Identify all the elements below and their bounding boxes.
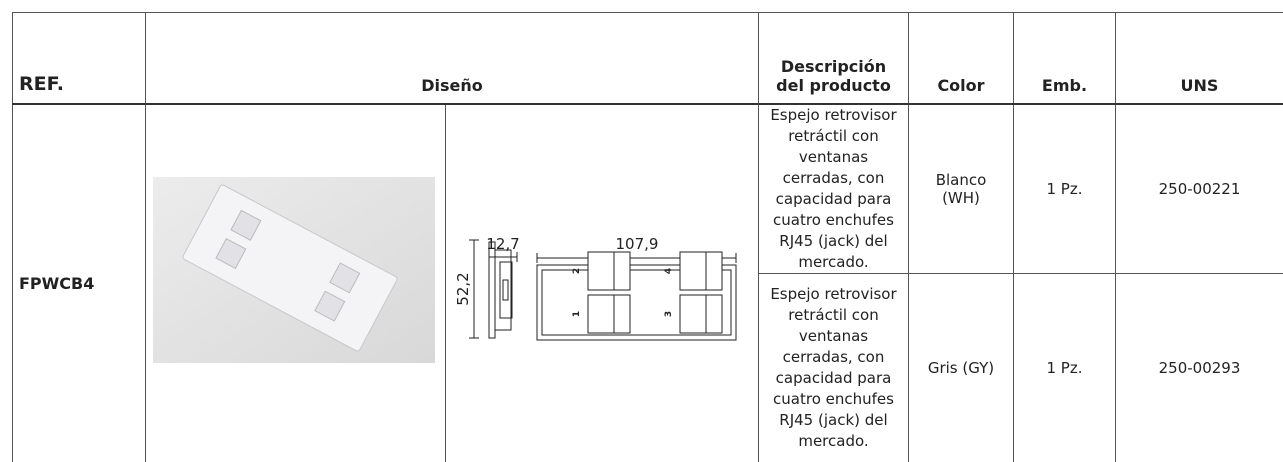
header-cell: Color bbox=[908, 12, 1014, 105]
uns-cell: 250-00293 bbox=[1115, 273, 1283, 462]
uns-cell: 250-00221 bbox=[1115, 103, 1283, 274]
photo-cell bbox=[145, 103, 446, 462]
color-cell: Gris (GY) bbox=[908, 273, 1014, 462]
color-cell: Blanco (WH) bbox=[908, 103, 1014, 274]
header-cell: REF. bbox=[12, 12, 146, 105]
pack-cell: 1 Pz. bbox=[1013, 103, 1116, 274]
description-cell: Espejo retrovisor retráctil con ventanas… bbox=[758, 103, 909, 274]
drawing-cell bbox=[445, 103, 759, 462]
header-cell: Descripción del producto bbox=[758, 12, 909, 105]
header-cell: UNS bbox=[1115, 12, 1283, 105]
header-cell: Diseño bbox=[145, 12, 759, 105]
ref-cell: FPWCB4 bbox=[12, 103, 146, 462]
product-table: REF. Diseño Descripción del producto Col… bbox=[12, 12, 1283, 462]
description-cell: Espejo retrovisor retráctil con ventanas… bbox=[758, 273, 909, 462]
pack-cell: 1 Pz. bbox=[1013, 273, 1116, 462]
header-cell: Emb. bbox=[1013, 12, 1116, 105]
